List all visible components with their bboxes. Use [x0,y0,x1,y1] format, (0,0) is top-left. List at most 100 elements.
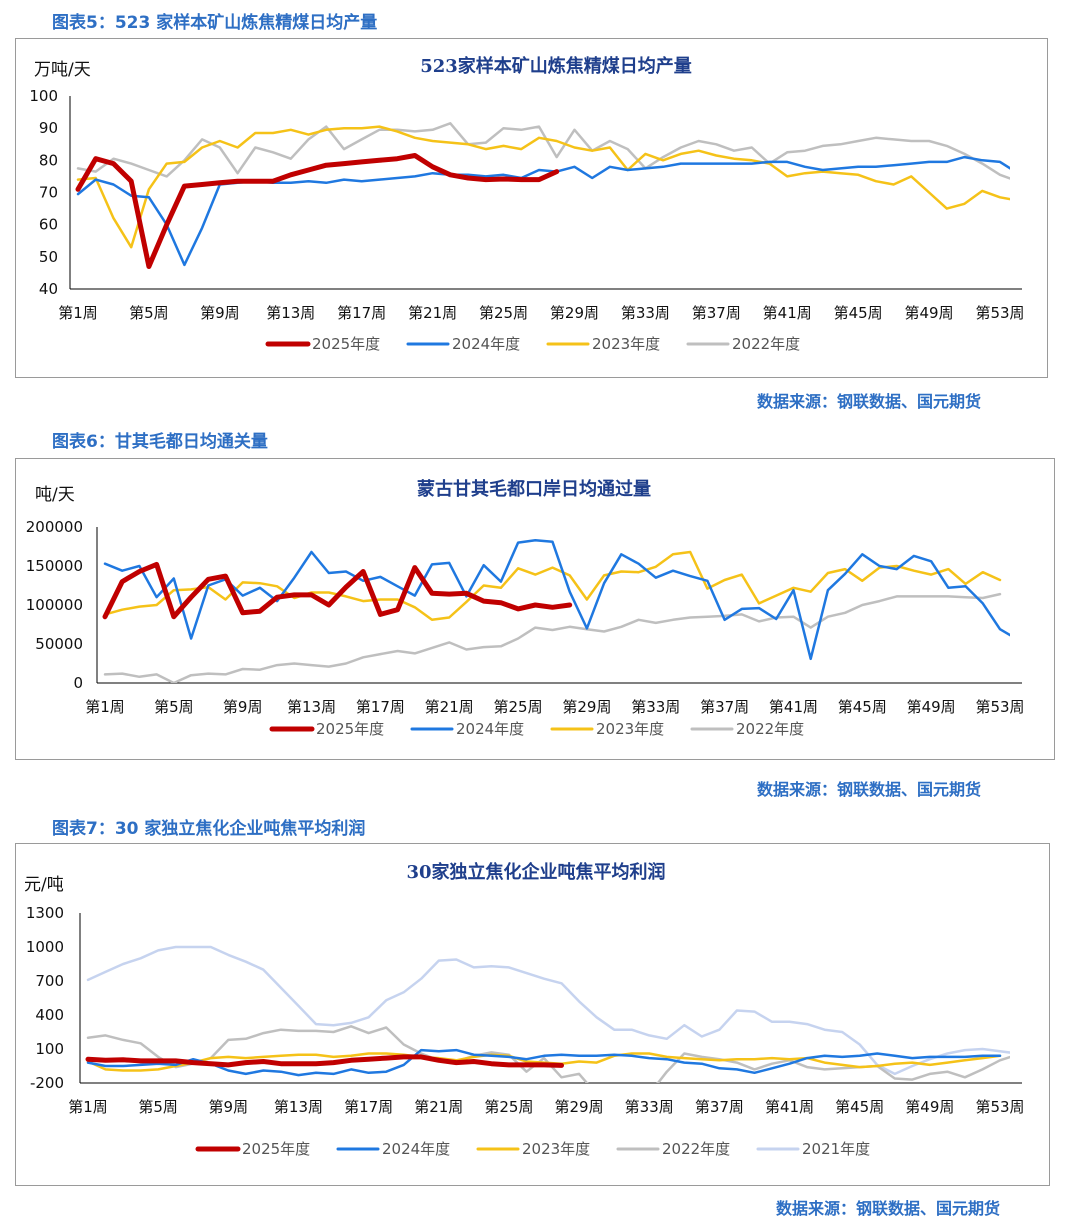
y-tick-label: 60 [39,216,58,234]
series-line-2024年度 [86,1048,1002,1077]
x-tick-label: 第13周 [274,1098,323,1116]
series-line-2022年度 [103,592,1002,683]
x-tick-label: 第5周 [129,304,169,322]
chart-frame-6 [15,458,1055,760]
chart-title: 523家样本矿山炼焦精煤日均产量 [420,55,692,77]
x-tick-label: 第45周 [835,1098,884,1116]
legend-label: 2024年度 [452,335,520,353]
series-line-2023年度 [76,125,1010,249]
x-tick-label: 第41周 [763,304,812,322]
source-note-5: 数据来源：钢联数据、国元期货 [757,392,982,411]
figure-caption-6: 图表6：甘其毛都日均通关量 [52,432,268,452]
x-tick-label: 第9周 [209,1098,249,1116]
legend-label: 2024年度 [382,1140,450,1158]
legend-label: 2023年度 [596,720,664,738]
y-tick-label: 80 [39,151,58,169]
series-line-2025年度 [85,1054,564,1068]
y-tick-label: -200 [30,1074,64,1092]
x-tick-label: 第29周 [562,698,611,716]
legend-label: 2023年度 [592,335,660,353]
x-tick-label: 第13周 [287,698,336,716]
y-tick-label: 1300 [26,904,64,922]
y-tick-label: 100 [29,87,58,105]
x-tick-label: 第53周 [975,1098,1024,1116]
x-tick-label: 第1周 [58,304,98,322]
x-tick-label: 第1周 [68,1098,108,1116]
legend-label: 2022年度 [732,335,800,353]
x-tick-label: 第49周 [905,304,954,322]
series-line-2021年度 [86,945,1010,1076]
y-tick-label: 50 [39,248,58,266]
chart-frame-7 [15,843,1050,1186]
y-tick-label: 40 [39,280,58,298]
y-tick-label: 400 [35,1006,64,1024]
x-tick-label: 第37周 [692,304,741,322]
source-note-6: 数据来源：钢联数据、国元期货 [757,780,982,799]
series-line-2023年度 [103,550,1002,622]
x-tick-label: 第13周 [266,304,315,322]
x-tick-label: 第49周 [905,1098,954,1116]
y-tick-label: 100 [35,1040,64,1058]
x-tick-label: 第17周 [344,1098,393,1116]
legend-label: 2023年度 [522,1140,590,1158]
x-tick-label: 第9周 [200,304,240,322]
x-tick-label: 第17周 [356,698,405,716]
x-tick-label: 第1周 [85,698,125,716]
x-tick-label: 第53周 [975,304,1024,322]
x-tick-label: 第21周 [414,1098,463,1116]
x-tick-label: 第53周 [975,698,1024,716]
x-tick-label: 第29周 [550,304,599,322]
series-line-2025年度 [75,153,560,269]
x-tick-label: 第49周 [907,698,956,716]
x-tick-label: 第25周 [479,304,528,322]
x-tick-label: 第5周 [138,1098,178,1116]
x-tick-label: 第45周 [838,698,887,716]
y-tick-label: 50000 [35,635,83,653]
y-tick-label: 700 [35,972,64,990]
legend-label: 2022年度 [662,1140,730,1158]
x-tick-label: 第21周 [425,698,474,716]
y-tick-label: 100000 [26,596,83,614]
chart-frame-5 [15,38,1048,378]
y-tick-label: 150000 [26,557,83,575]
x-tick-label: 第37周 [700,698,749,716]
x-tick-label: 第33周 [631,698,680,716]
y-axis-unit: 元/吨 [24,875,64,895]
x-tick-label: 第21周 [408,304,457,322]
chart-title: 蒙古甘其毛都口岸日均通过量 [417,478,651,500]
x-tick-label: 第45周 [834,304,883,322]
legend-label: 2024年度 [456,720,524,738]
series-line-2022年度 [76,122,1010,180]
y-axis-unit: 万吨/天 [34,60,91,80]
x-tick-label: 第41周 [769,698,818,716]
legend-label: 2025年度 [316,720,384,738]
figure-caption-7: 图表7：30 家独立焦化企业吨焦平均利润 [52,819,366,839]
y-tick-label: 90 [39,119,58,137]
y-tick-label: 1000 [26,938,64,956]
x-tick-label: 第25周 [484,1098,533,1116]
y-tick-label: 0 [73,674,83,692]
legend-label: 2025年度 [312,335,380,353]
x-tick-label: 第33周 [621,304,670,322]
x-tick-label: 第5周 [154,698,194,716]
figure-caption-5: 图表5：523 家样本矿山炼焦精煤日均产量 [52,13,378,33]
x-tick-label: 第25周 [494,698,543,716]
x-tick-label: 第33周 [625,1098,674,1116]
chart-title: 30家独立焦化企业吨焦平均利润 [406,861,665,883]
x-tick-label: 第9周 [223,698,263,716]
y-axis-unit: 吨/天 [35,485,75,505]
x-tick-label: 第29周 [555,1098,604,1116]
x-tick-label: 第37周 [695,1098,744,1116]
x-tick-label: 第17周 [337,304,386,322]
series-line-2025年度 [102,561,573,620]
y-tick-label: 70 [39,184,58,202]
legend-label: 2025年度 [242,1140,310,1158]
series-line-2024年度 [103,539,1010,661]
legend-label: 2021年度 [802,1140,870,1158]
source-note-7: 数据来源：钢联数据、国元期货 [776,1199,1001,1218]
legend-label: 2022年度 [736,720,804,738]
y-tick-label: 200000 [26,518,83,536]
